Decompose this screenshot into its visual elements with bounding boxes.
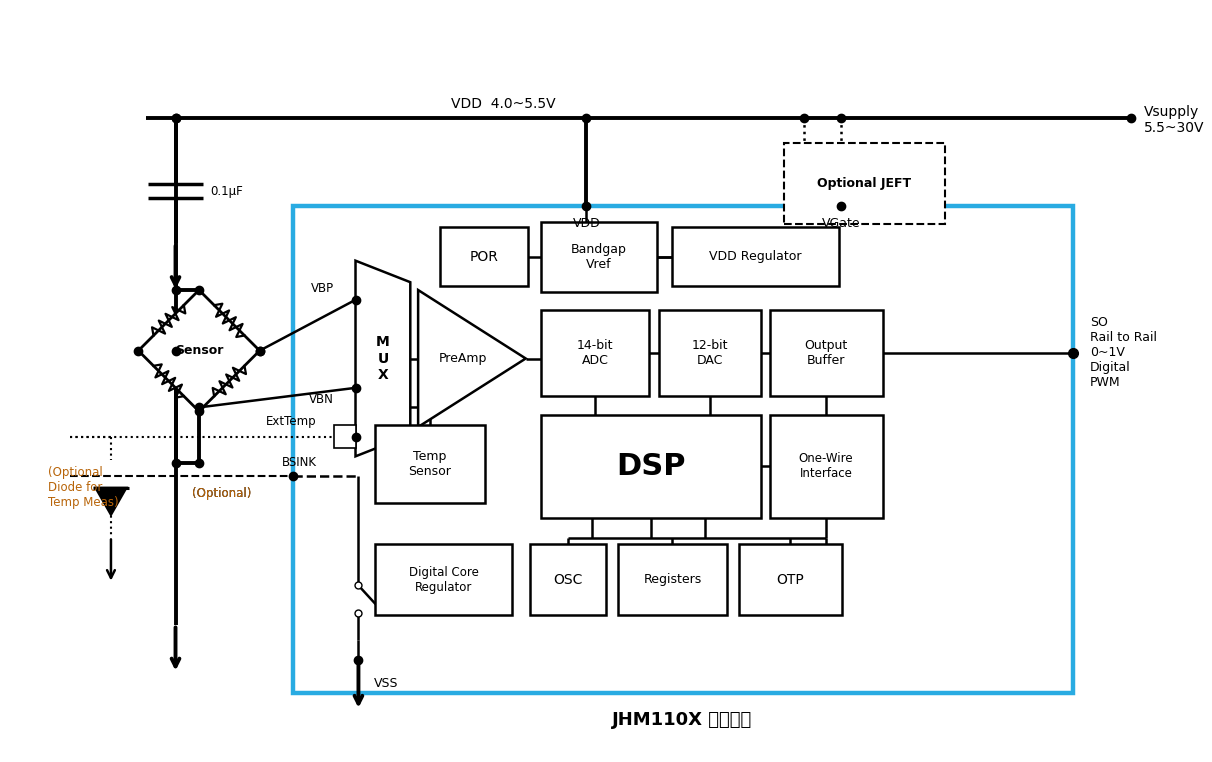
Text: POR: POR [469,250,498,264]
Text: VSS: VSS [375,677,399,690]
Text: SO
Rail to Rail
0~1V
Digital
PWM: SO Rail to Rail 0~1V Digital PWM [1090,316,1157,389]
Bar [618,544,727,615]
Text: VGate: VGate [822,217,861,230]
Polygon shape [96,488,126,515]
Bar [440,227,527,286]
Text: Temp
Sensor: Temp Sensor [408,450,451,478]
Polygon shape [138,290,259,411]
Bar [542,415,761,518]
Text: VDD  4.0~5.5V: VDD 4.0~5.5V [451,98,556,111]
Text: VDD Regulator: VDD Regulator [709,250,802,263]
Text: OTP: OTP [776,572,804,587]
Text: 12-bit
DAC: 12-bit DAC [691,338,728,367]
Bar [784,143,945,223]
Polygon shape [418,290,526,427]
Text: Bandgap
Vref: Bandgap Vref [571,243,627,271]
Bar [771,309,882,395]
Text: OSC: OSC [553,572,583,587]
Bar [673,227,839,286]
Text: One-Wire
Interface: One-Wire Interface [799,452,853,480]
Text: Registers: Registers [644,573,702,586]
Text: (Optional): (Optional) [191,487,251,500]
Text: (Optional
Diode for
Temp Meas): (Optional Diode for Temp Meas) [48,466,119,509]
Text: Optional JEFT: Optional JEFT [817,177,911,190]
Text: (Optional): (Optional) [191,487,251,500]
Text: 14-bit
ADC: 14-bit ADC [577,338,613,367]
Bar [375,544,511,615]
Text: VBP: VBP [310,282,335,295]
Text: ExtTemp: ExtTemp [265,415,316,427]
Text: M
U
X: M U X [376,335,390,382]
Bar [771,415,882,518]
Text: 0.1μF: 0.1μF [210,184,242,197]
Bar [542,222,657,292]
Polygon shape [355,261,411,456]
Text: BSINK: BSINK [281,456,316,469]
Text: PreAmp: PreAmp [439,352,487,365]
Text: Vsupply
5.5~30V: Vsupply 5.5~30V [1144,104,1205,135]
Text: Output
Buffer: Output Buffer [805,338,847,367]
Text: VDD: VDD [572,217,600,230]
Bar [335,425,355,449]
Bar [293,206,1073,693]
Text: DSP: DSP [616,452,686,481]
Bar [739,544,841,615]
Bar [375,425,485,503]
Text: Sensor: Sensor [175,344,223,357]
Text: JHM110X 典型应用: JHM110X 典型应用 [612,712,753,729]
Bar [659,309,761,395]
Text: Digital Core
Regulator: Digital Core Regulator [408,565,479,594]
Bar [542,309,648,395]
Text: VBN: VBN [309,393,335,406]
Bar [530,544,606,615]
